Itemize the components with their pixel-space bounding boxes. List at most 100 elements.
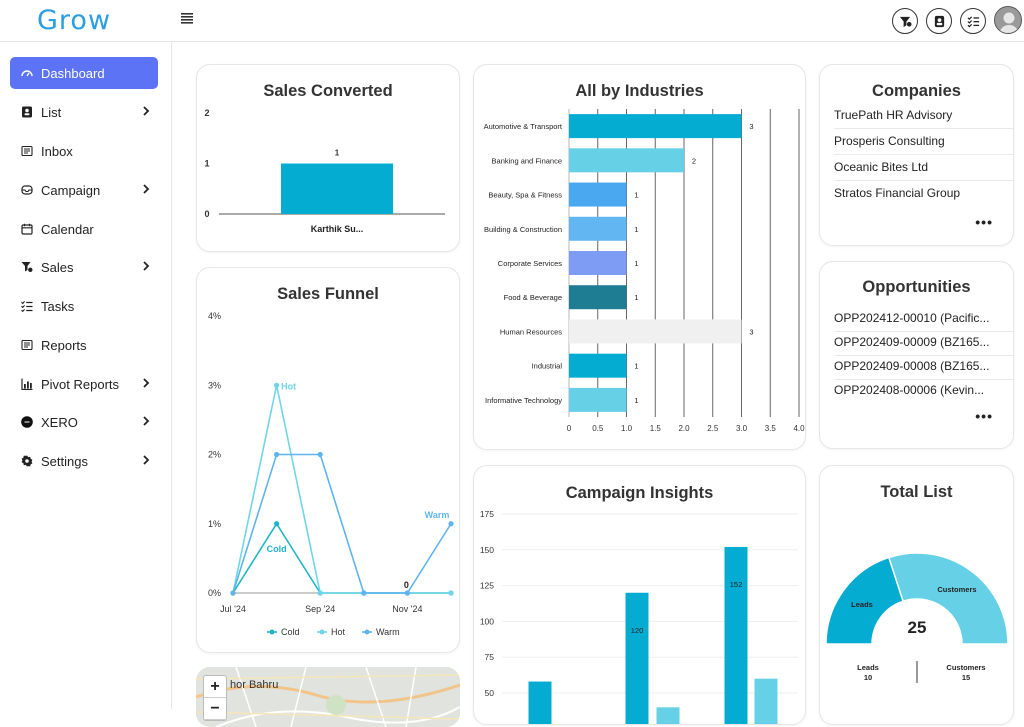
legend-label: Hot bbox=[331, 627, 346, 637]
y-tick-label: Banking and Finance bbox=[492, 156, 562, 165]
tasks-icon bbox=[20, 300, 33, 313]
chevron-right-icon bbox=[143, 455, 150, 465]
data-point bbox=[404, 590, 410, 596]
x-tick-label: 0 bbox=[567, 424, 572, 433]
y-tick-label: 3% bbox=[208, 380, 221, 390]
data-label: 1 bbox=[335, 149, 340, 158]
data-point bbox=[361, 590, 367, 596]
map-widget[interactable]: hor Bahru + − bbox=[196, 667, 460, 727]
y-tick-label: Beauty, Spa & Fitness bbox=[488, 191, 562, 200]
legend-label: Cold bbox=[281, 627, 300, 637]
x-tick-label: 0.5 bbox=[592, 424, 604, 433]
y-tick-label: 125 bbox=[480, 581, 494, 591]
more-options-icon[interactable]: ••• bbox=[975, 408, 993, 424]
data-point bbox=[230, 590, 236, 596]
card-title: Sales Funnel bbox=[277, 285, 379, 303]
series-point-label: Hot bbox=[281, 381, 296, 391]
sales-funnel-chart: 0% 1% 2% 3% 4% Jul '24 Sep '24 Nov '24 Cold Hot Wa… bbox=[208, 311, 454, 637]
sidebar-item-sales[interactable]: Sales bbox=[10, 251, 158, 283]
y-tick-label: Automotive & Transport bbox=[484, 122, 563, 131]
company-item[interactable]: TruePath HR Advisory bbox=[834, 103, 1013, 129]
y-tick-label: Corporate Services bbox=[498, 259, 562, 268]
map-tiles bbox=[196, 667, 460, 727]
opportunity-item[interactable]: OPP202408-00006 (Kevin... bbox=[834, 383, 985, 397]
y-tick-label: 75 bbox=[485, 652, 495, 662]
card-title: Total List bbox=[880, 483, 953, 501]
bar bbox=[569, 387, 627, 412]
opportunity-item[interactable]: OPP202409-00008 (BZ165... bbox=[834, 354, 1013, 380]
sidebar-item-settings[interactable]: Settings bbox=[10, 445, 158, 477]
y-tick-label: 100 bbox=[480, 616, 494, 626]
data-point bbox=[274, 521, 280, 527]
company-item[interactable]: Prosperis Consulting bbox=[834, 129, 1013, 155]
contact-book-icon[interactable] bbox=[926, 8, 952, 34]
y-tick-label: 0 bbox=[204, 209, 209, 219]
data-label: 1 bbox=[634, 259, 638, 268]
sidebar-item-dashboard[interactable]: Dashboard bbox=[10, 57, 158, 89]
user-avatar-icon[interactable] bbox=[994, 6, 1022, 34]
menu-toggle-icon[interactable] bbox=[181, 11, 193, 29]
data-point bbox=[274, 382, 280, 388]
opportunity-item[interactable]: OPP202409-00009 (BZ165... bbox=[834, 330, 1013, 356]
company-item[interactable]: Oceanic Bites Ltd bbox=[834, 155, 1013, 181]
y-tick-label: 175 bbox=[480, 509, 494, 519]
footer-label: Customers bbox=[946, 663, 985, 672]
app-logo[interactable]: Grow bbox=[37, 5, 112, 36]
y-tick-label: 1% bbox=[208, 519, 221, 529]
top-bar: Grow bbox=[0, 0, 1024, 42]
card-title: All by Industries bbox=[575, 82, 704, 100]
company-item[interactable]: Stratos Financial Group bbox=[834, 186, 961, 200]
chevron-right-icon bbox=[143, 416, 150, 426]
sidebar-item-pivot-reports[interactable]: Pivot Reports bbox=[10, 368, 158, 400]
x-tick-label: 3.5 bbox=[765, 424, 777, 433]
data-label: 152 bbox=[730, 580, 743, 589]
sidebar-item-label: Sales bbox=[41, 259, 74, 275]
pie-slice-customers bbox=[887, 552, 1009, 645]
opportunities-card: Opportunities OPP202412-00010 (Pacific..… bbox=[819, 261, 1014, 449]
zoom-in-button[interactable]: + bbox=[204, 676, 226, 698]
sidebar-item-xero[interactable]: XERO bbox=[10, 406, 158, 438]
chevron-right-icon bbox=[143, 378, 150, 388]
total-list-card: Total List Leads Customers 25 Leads 10 Custom… bbox=[819, 465, 1014, 725]
sidebar-item-campaign[interactable]: Campaign bbox=[10, 174, 158, 206]
series-point-label: Cold bbox=[267, 544, 287, 554]
sidebar-item-label: Dashboard bbox=[41, 65, 105, 81]
map-place-label: hor Bahru bbox=[230, 679, 279, 691]
legend-marker bbox=[269, 629, 275, 635]
y-tick-label: 0% bbox=[208, 588, 221, 598]
x-tick-label: Nov '24 bbox=[392, 604, 422, 614]
task-list-icon[interactable] bbox=[960, 8, 986, 34]
data-point bbox=[448, 521, 454, 527]
industries-chart: 0 0.5 1.0 1.5 2.0 2.5 3.0 3.5 4.0 Automotive & Tr… bbox=[484, 109, 805, 433]
data-point bbox=[317, 451, 323, 458]
sidebar-item-list[interactable]: List bbox=[10, 96, 158, 128]
legend-marker bbox=[364, 629, 370, 635]
sales-converted-card: Sales Converted 0 1 2 1 Karthik Su... bbox=[196, 64, 460, 252]
bar bbox=[569, 251, 627, 275]
y-tick-label: Industrial bbox=[532, 362, 563, 371]
settings-icon bbox=[20, 455, 33, 468]
series-line-cold bbox=[232, 522, 451, 594]
sales-funnel-icon[interactable] bbox=[892, 8, 918, 34]
sidebar-item-inbox[interactable]: Inbox bbox=[10, 135, 158, 167]
data-annotation: 0 bbox=[404, 580, 409, 590]
x-tick-label: 1.0 bbox=[621, 424, 633, 433]
sidebar-item-tasks[interactable]: Tasks bbox=[10, 290, 158, 322]
slice-label: Leads bbox=[851, 600, 873, 609]
x-tick-label: 4.0 bbox=[793, 424, 805, 433]
x-tick-label: 1.5 bbox=[650, 424, 662, 433]
x-tick-label: Sep '24 bbox=[305, 604, 335, 614]
opportunity-item[interactable]: OPP202412-00010 (Pacific... bbox=[834, 306, 1013, 332]
total-value: 25 bbox=[908, 618, 927, 637]
more-options-icon[interactable]: ••• bbox=[975, 214, 993, 230]
data-label: 1 bbox=[634, 293, 638, 302]
x-tick-label: 3.0 bbox=[736, 424, 748, 433]
sidebar-item-calendar[interactable]: Calendar bbox=[10, 213, 158, 245]
sidebar-item-label: Calendar bbox=[41, 221, 94, 237]
sidebar-item-reports[interactable]: Reports bbox=[10, 329, 158, 361]
y-tick-label: Food & Beverage bbox=[504, 293, 562, 302]
bar bbox=[569, 285, 627, 310]
sidebar-item-label: Reports bbox=[41, 337, 87, 353]
zoom-out-button[interactable]: − bbox=[204, 698, 226, 720]
